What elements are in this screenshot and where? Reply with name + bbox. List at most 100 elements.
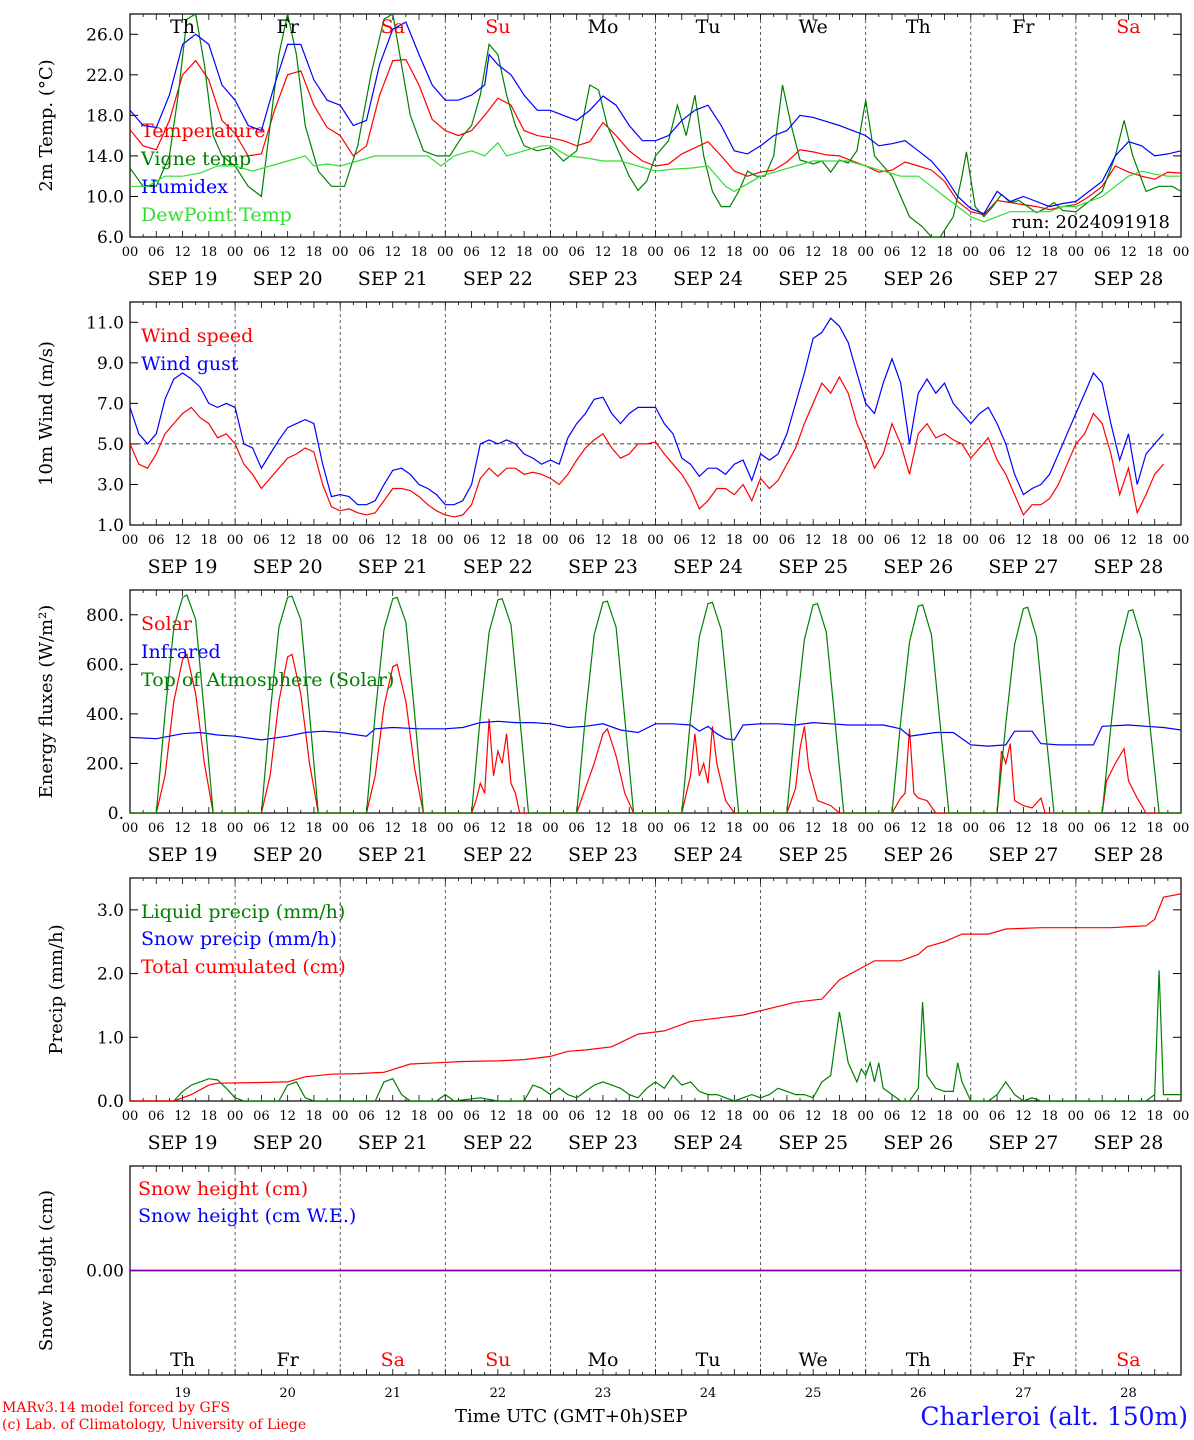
hour-label: 18	[621, 245, 638, 260]
weekday-label: Fr	[1012, 1349, 1035, 1371]
hour-label: 00	[332, 1109, 349, 1124]
hour-label: 00	[1068, 821, 1085, 836]
hour-label: 12	[279, 821, 296, 836]
hour-label: 00	[227, 1109, 244, 1124]
hour-label: 18	[831, 245, 848, 260]
time-axis-label: Time UTC (GMT+0h)	[455, 1406, 650, 1427]
date-label: SEP 21	[358, 268, 428, 290]
hour-label: 18	[411, 533, 428, 548]
y-tick-label: 200.	[86, 754, 124, 774]
hour-label: 06	[779, 533, 796, 548]
hour-label: 18	[1041, 821, 1058, 836]
model-credit: MARv3.14 model forced by GFS (c) Lab. of…	[2, 1400, 306, 1434]
day-number-label: 28	[1120, 1386, 1137, 1400]
date-label: SEP 27	[988, 844, 1058, 866]
hour-label: 18	[1041, 245, 1058, 260]
hour-label: 18	[306, 821, 323, 836]
hour-label: 18	[1146, 533, 1163, 548]
hour-label: 00	[647, 821, 664, 836]
hour-label: 00	[437, 533, 454, 548]
date-label: SEP 20	[253, 1132, 323, 1154]
hour-label: 06	[253, 533, 270, 548]
hour-label: 06	[253, 245, 270, 260]
date-label: SEP 26	[883, 556, 953, 578]
y-axis-label: Energy fluxes (W/m²)	[36, 605, 57, 799]
hour-label: 06	[358, 1109, 375, 1124]
legend-wind-speed: Wind speed	[141, 325, 253, 347]
hour-label: 00	[1068, 245, 1085, 260]
hour-label: 00	[332, 245, 349, 260]
hour-label: 00	[332, 821, 349, 836]
day-number-label: 19	[174, 1386, 191, 1400]
weekday-label: Su	[485, 1349, 510, 1371]
date-label: SEP 26	[883, 844, 953, 866]
date-label: SEP 28	[1094, 844, 1164, 866]
hour-label: 06	[674, 1109, 691, 1124]
hour-label: 12	[279, 245, 296, 260]
hour-label: 12	[174, 533, 191, 548]
run-label: run: 2024091918	[1012, 212, 1170, 233]
date-label: SEP 19	[148, 556, 218, 578]
hour-label: 00	[1173, 245, 1190, 260]
hour-label: 12	[700, 1109, 717, 1124]
hour-label: 12	[490, 245, 507, 260]
hour-label: 00	[122, 245, 139, 260]
y-axis-label: 2m Temp. (°C)	[36, 59, 57, 191]
hour-label: 00	[542, 245, 559, 260]
date-label: SEP 19	[148, 268, 218, 290]
hour-label: 12	[910, 821, 927, 836]
legend-infrared: Infrared	[141, 641, 221, 663]
hour-label: 06	[989, 533, 1006, 548]
y-axis-label: Snow height (cm)	[36, 1190, 57, 1351]
day-number-label: 25	[805, 1386, 822, 1400]
hour-label: 12	[279, 1109, 296, 1124]
weekday-label: Sa	[381, 16, 405, 38]
hour-label: 06	[1094, 245, 1111, 260]
hour-label: 18	[621, 533, 638, 548]
legend-liquid-precip-mm-h-: Liquid precip (mm/h)	[141, 901, 345, 923]
day-number-label: 24	[700, 1386, 717, 1400]
y-tick-label: 22.0	[86, 66, 124, 86]
hour-label: 06	[568, 1109, 585, 1124]
hour-label: 18	[726, 533, 743, 548]
hour-label: 06	[884, 245, 901, 260]
y-tick-label: 26.0	[86, 25, 124, 45]
hour-label: 12	[1015, 1109, 1032, 1124]
date-label: SEP 20	[253, 268, 323, 290]
hour-label: 12	[1120, 821, 1137, 836]
hour-label: 00	[963, 245, 980, 260]
hour-label: 18	[1041, 533, 1058, 548]
hour-label: 06	[1094, 1109, 1111, 1124]
hour-label: 06	[568, 821, 585, 836]
series-line-liquid-precip-mm-h-	[130, 970, 1181, 1101]
weekday-label: Th	[170, 16, 195, 38]
hour-label: 18	[831, 1109, 848, 1124]
hour-label: 12	[1120, 1109, 1137, 1124]
weekday-label: Th	[170, 1349, 195, 1371]
day-number-label: 22	[490, 1386, 507, 1400]
series-line-solar	[130, 653, 1181, 813]
hour-label: 12	[1015, 245, 1032, 260]
hour-label: 00	[542, 821, 559, 836]
legend-snow-precip-mm-h-: Snow precip (mm/h)	[141, 928, 337, 950]
hour-label: 00	[542, 533, 559, 548]
hour-label: 00	[647, 533, 664, 548]
hour-label: 06	[358, 245, 375, 260]
hour-label: 06	[253, 1109, 270, 1124]
y-tick-label: 9.0	[97, 354, 124, 374]
hour-label: 00	[857, 533, 874, 548]
hour-label: 06	[989, 1109, 1006, 1124]
series-line-wind-speed	[130, 375, 1164, 518]
weekday-label: Mo	[587, 1349, 618, 1371]
date-label: SEP 25	[778, 1132, 848, 1154]
credit-text: (c) Lab. of Climatology, University of L…	[2, 1417, 307, 1433]
date-label: SEP 21	[358, 1132, 428, 1154]
hour-label: 06	[463, 245, 480, 260]
date-label: SEP 22	[463, 1132, 533, 1154]
hour-label: 12	[595, 1109, 612, 1124]
y-tick-label: 1.0	[97, 1028, 124, 1048]
series-line-infrared	[130, 720, 1181, 747]
hour-label: 06	[1094, 821, 1111, 836]
hour-label: 06	[358, 533, 375, 548]
month-label: SEP	[649, 1406, 688, 1427]
